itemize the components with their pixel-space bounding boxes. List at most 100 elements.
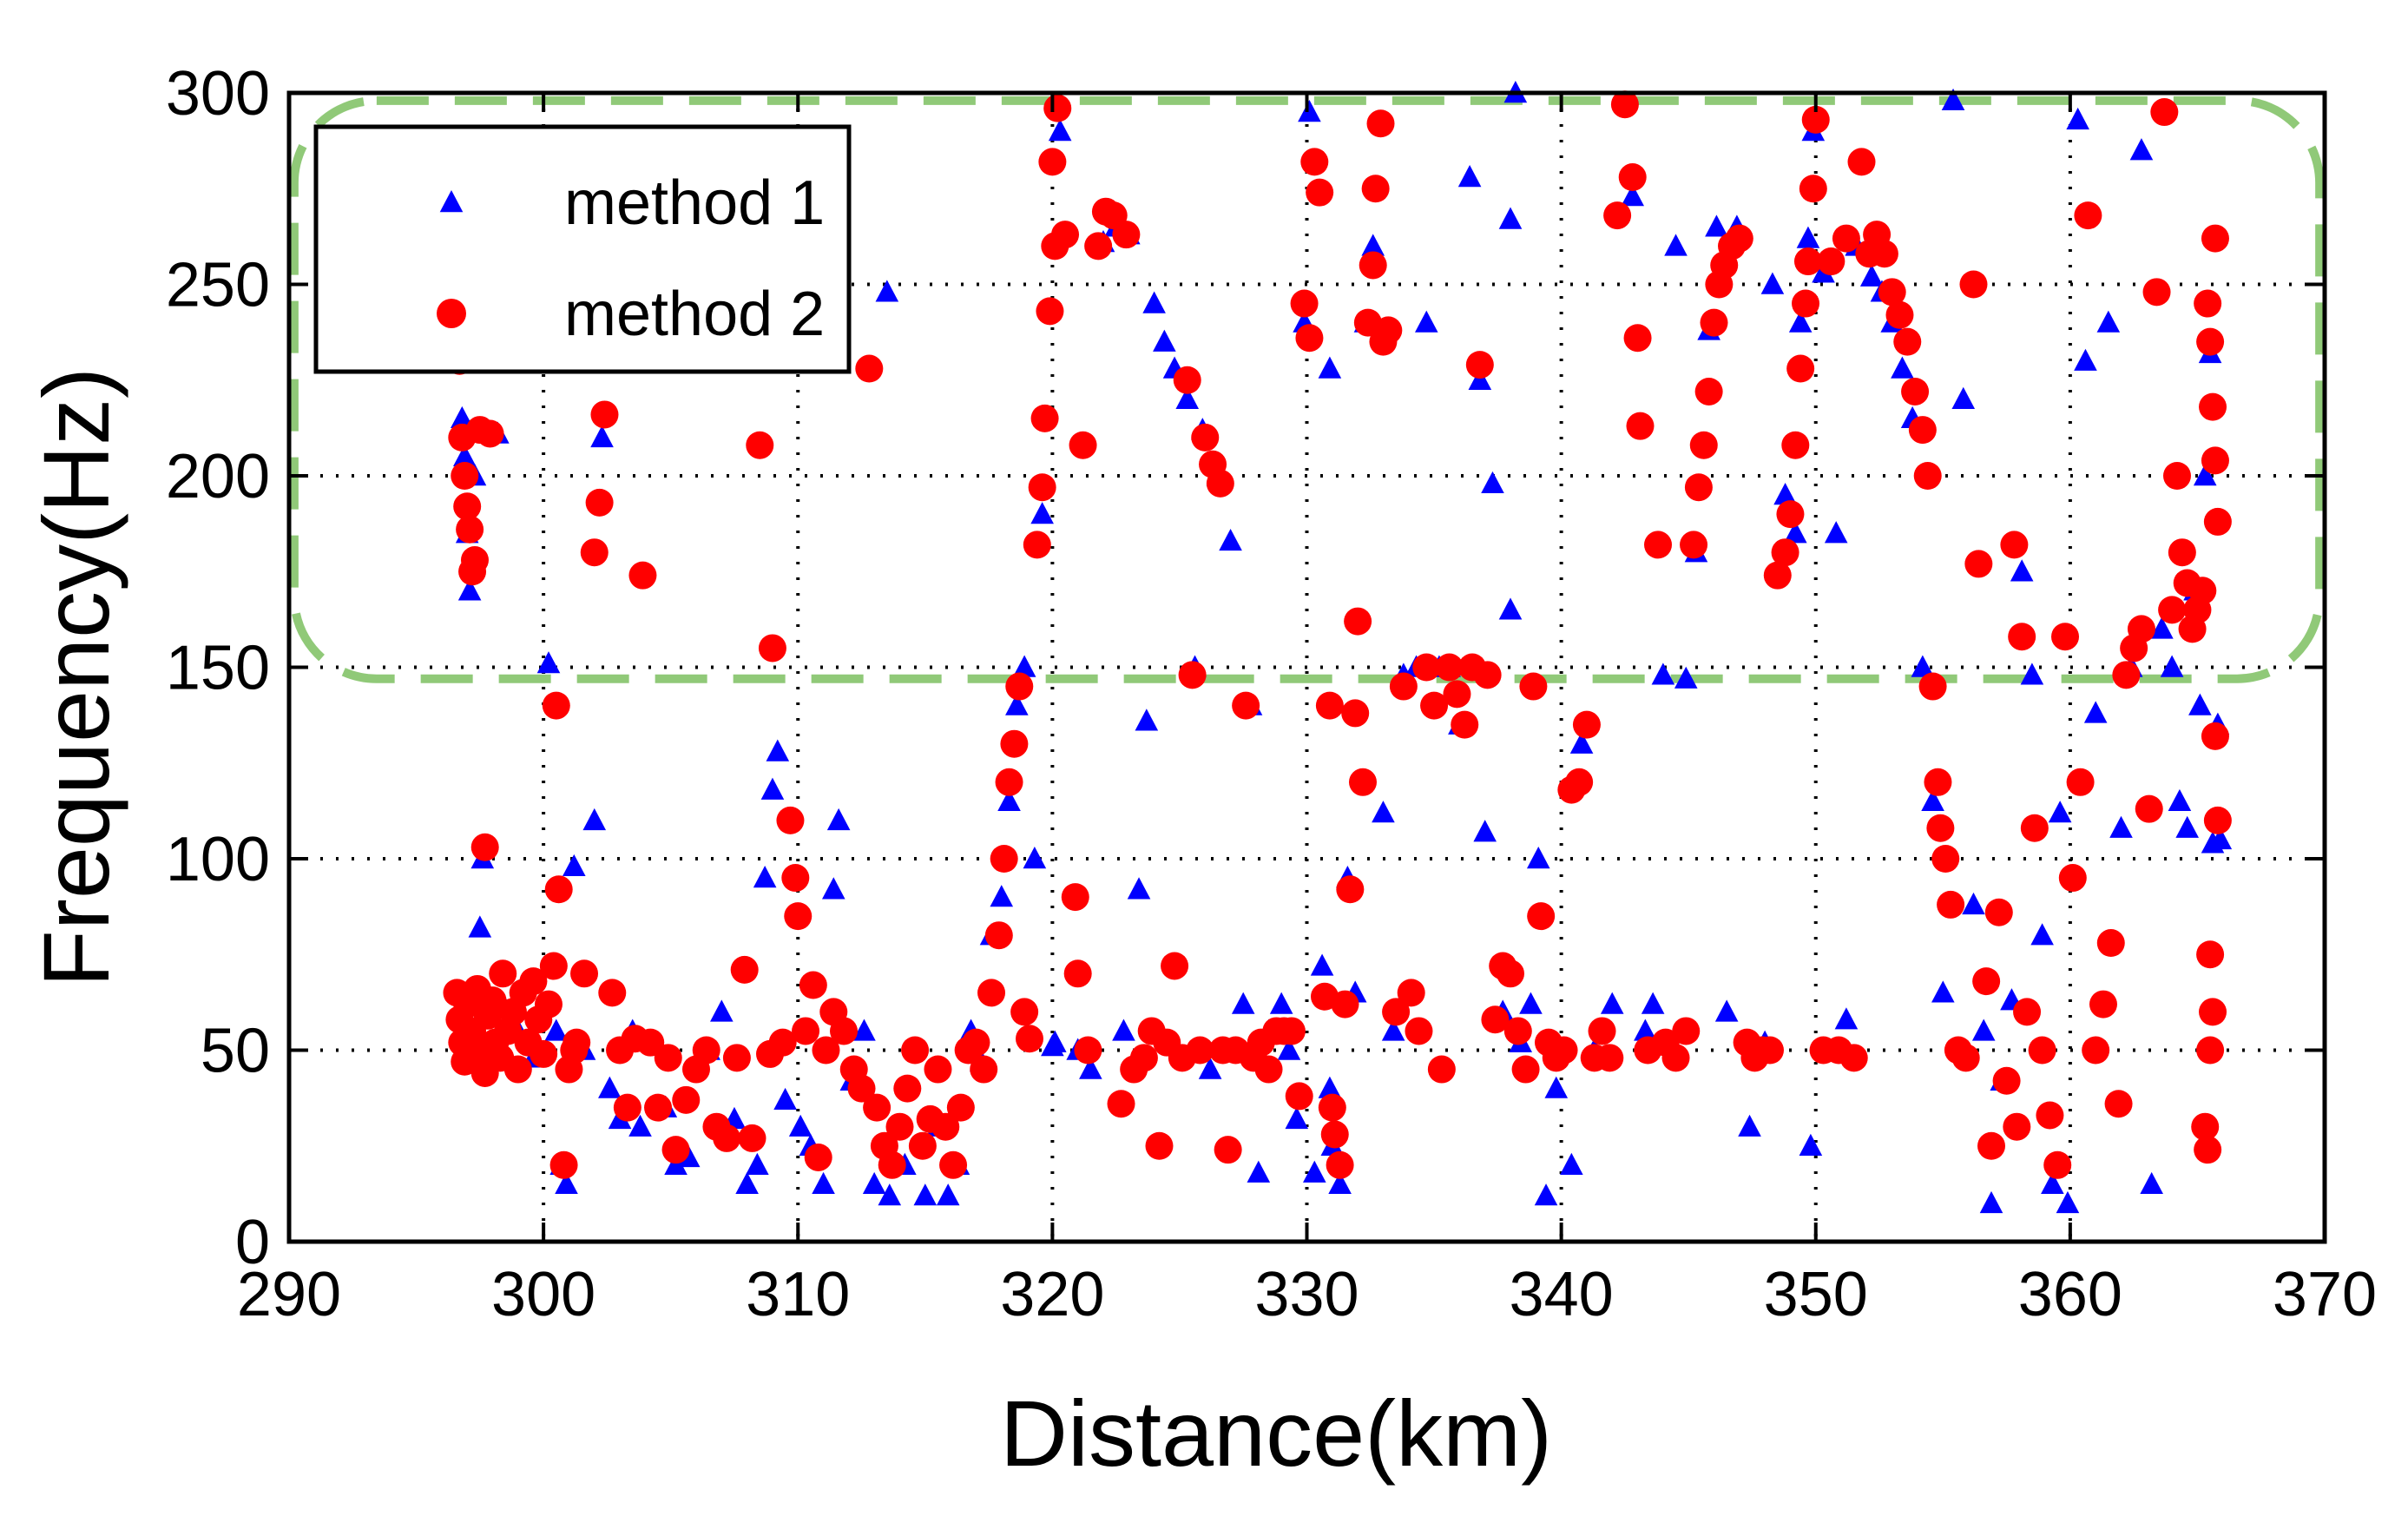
circle-marker [1051, 221, 1080, 249]
circle-marker [2020, 814, 2049, 842]
circle-marker [1913, 462, 1942, 490]
triangle-marker [852, 1019, 876, 1041]
y-tick-label: 300 [166, 59, 270, 129]
circle-marker [1801, 105, 1830, 134]
circle-marker [1320, 1120, 1349, 1149]
circle-marker [1359, 251, 1387, 280]
circle-marker [692, 1036, 720, 1065]
circle-marker [1306, 178, 1334, 207]
triangle-marker [1142, 291, 1166, 313]
circle-marker [1348, 768, 1377, 796]
circle-marker [722, 1044, 751, 1072]
data-series [443, 81, 2233, 1214]
circle-marker [977, 979, 1006, 1007]
triangle-marker [1473, 820, 1497, 842]
circle-marker [962, 1028, 990, 1057]
circle-marker [530, 1039, 558, 1068]
triangle-marker [1328, 1171, 1352, 1195]
circle-marker [2127, 615, 2155, 643]
circle-marker [2066, 768, 2095, 796]
triangle-marker [2188, 693, 2212, 715]
triangle-marker [1931, 980, 1955, 1003]
circle-marker [1361, 175, 1390, 203]
triangle-marker [1468, 367, 1492, 390]
triangle-marker [760, 777, 785, 800]
triangle-marker [2041, 1171, 2064, 1195]
circle-marker [1572, 710, 1601, 739]
circle-marker [2201, 224, 2229, 253]
triangle-marker [1043, 1030, 1067, 1052]
circle-marker [2003, 1112, 2031, 1141]
triangle-marker [1023, 847, 1047, 869]
circle-marker [1112, 221, 1141, 249]
circle-marker [1178, 661, 1207, 689]
circle-marker [1005, 672, 1034, 701]
triangle-marker [1457, 165, 1482, 188]
triangle-marker [468, 915, 492, 938]
y-tick-label: 150 [166, 634, 270, 703]
circle-marker [1366, 109, 1395, 138]
triangle-marker [1127, 877, 1151, 900]
circle-marker [1374, 316, 1403, 345]
triangle-marker [1714, 999, 1739, 1022]
triangle-marker [1302, 1160, 1326, 1183]
triangle-marker [1674, 666, 1698, 689]
circle-marker [1763, 561, 1792, 590]
circle-marker [580, 538, 609, 567]
legend-circle-marker [437, 299, 466, 328]
triangle-marker [1285, 1106, 1309, 1130]
circle-marker [1043, 94, 1072, 122]
circle-marker [784, 902, 813, 931]
circle-marker [1839, 1044, 1868, 1072]
circle-marker [598, 979, 627, 1007]
triangle-marker [812, 1171, 835, 1195]
circle-marker [549, 1150, 578, 1179]
circle-marker [1173, 366, 1201, 394]
circle-marker [1672, 1017, 1701, 1045]
circle-marker [1161, 952, 1189, 980]
triangle-marker [1277, 1038, 1301, 1060]
triangle-marker [1247, 1160, 1271, 1183]
triangle-marker [2066, 107, 2089, 130]
x-tick-label: 320 [1000, 1260, 1104, 1329]
circle-marker [1937, 890, 1965, 919]
circle-marker [1015, 1025, 1043, 1053]
x-tick-label: 310 [746, 1260, 850, 1329]
circle-marker [1595, 1044, 1624, 1072]
circle-marker [460, 546, 489, 575]
circle-marker [1061, 883, 1089, 912]
circle-marker [1254, 1055, 1283, 1084]
circle-marker [1023, 531, 1051, 559]
circle-marker [1781, 431, 1810, 459]
circle-marker [1481, 1005, 1510, 1034]
circle-marker [1341, 699, 1370, 728]
circle-marker [1725, 224, 1753, 253]
circle-marker [544, 875, 573, 904]
circle-marker [539, 952, 568, 980]
triangle-marker [2083, 701, 2108, 723]
circle-marker [1232, 691, 1260, 720]
circle-marker [1315, 691, 1344, 720]
circle-marker [1626, 412, 1655, 440]
circle-marker [1694, 377, 1723, 405]
triangle-marker [997, 788, 1021, 812]
triangle-marker [862, 1171, 886, 1195]
triangle-marker [1005, 693, 1029, 715]
triangle-marker [2168, 788, 2192, 812]
triangle-marker [1634, 1019, 1657, 1041]
circle-marker [2089, 990, 2117, 1019]
circle-marker [1901, 377, 1930, 405]
circle-marker [478, 986, 507, 1015]
circle-marker [1603, 201, 1632, 230]
triangle-marker [1153, 329, 1176, 352]
triangle-marker [1414, 310, 1438, 333]
circle-marker [1277, 1017, 1306, 1045]
triangle-marker [582, 808, 607, 831]
triangle-marker [1298, 100, 1321, 122]
triangle-marker [990, 885, 1014, 907]
highlight-region [289, 96, 2325, 683]
circle-marker [781, 864, 810, 893]
circle-marker [1680, 531, 1708, 559]
circle-marker [2203, 507, 2232, 536]
